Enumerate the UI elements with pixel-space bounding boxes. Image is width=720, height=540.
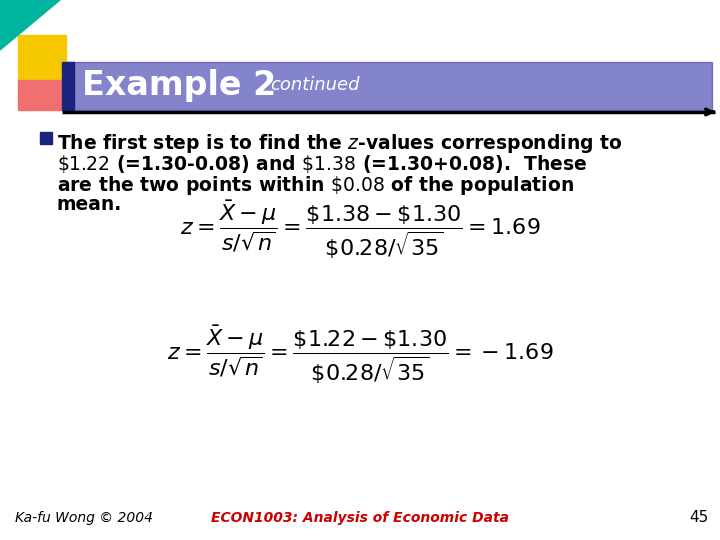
Text: $\$1.22$ (=1.30-0.08) and $\$1.38$ (=1.30+0.08).  These: $\$1.22$ (=1.30-0.08) and $\$1.38$ (=1.3… bbox=[57, 153, 587, 175]
Bar bbox=[62, 62, 712, 110]
Text: 45: 45 bbox=[689, 510, 708, 525]
Bar bbox=[40, 132, 52, 144]
Text: Example 2: Example 2 bbox=[82, 69, 276, 102]
Bar bbox=[62, 62, 74, 110]
Text: $z = \dfrac{\bar{X} - \mu}{s/\sqrt{n}} = \dfrac{\$1.22 - \$1.30}{\$0.28/\sqrt{35: $z = \dfrac{\bar{X} - \mu}{s/\sqrt{n}} =… bbox=[167, 323, 553, 386]
Text: mean.: mean. bbox=[57, 195, 122, 214]
Bar bbox=[18, 80, 66, 110]
Text: Ka-fu Wong © 2004: Ka-fu Wong © 2004 bbox=[15, 511, 153, 525]
Text: The first step is to find the $z$-values corresponding to: The first step is to find the $z$-values… bbox=[57, 132, 622, 155]
Text: continued: continued bbox=[270, 76, 359, 94]
Text: ECON1003: Analysis of Economic Data: ECON1003: Analysis of Economic Data bbox=[211, 511, 509, 525]
Polygon shape bbox=[0, 0, 60, 50]
Text: $z = \dfrac{\bar{X} - \mu}{s/\sqrt{n}} = \dfrac{\$1.38 - \$1.30}{\$0.28/\sqrt{35: $z = \dfrac{\bar{X} - \mu}{s/\sqrt{n}} =… bbox=[180, 199, 540, 261]
Bar bbox=[18, 35, 66, 85]
Text: are the two points within $\$0.08$ of the population: are the two points within $\$0.08$ of th… bbox=[57, 174, 574, 197]
